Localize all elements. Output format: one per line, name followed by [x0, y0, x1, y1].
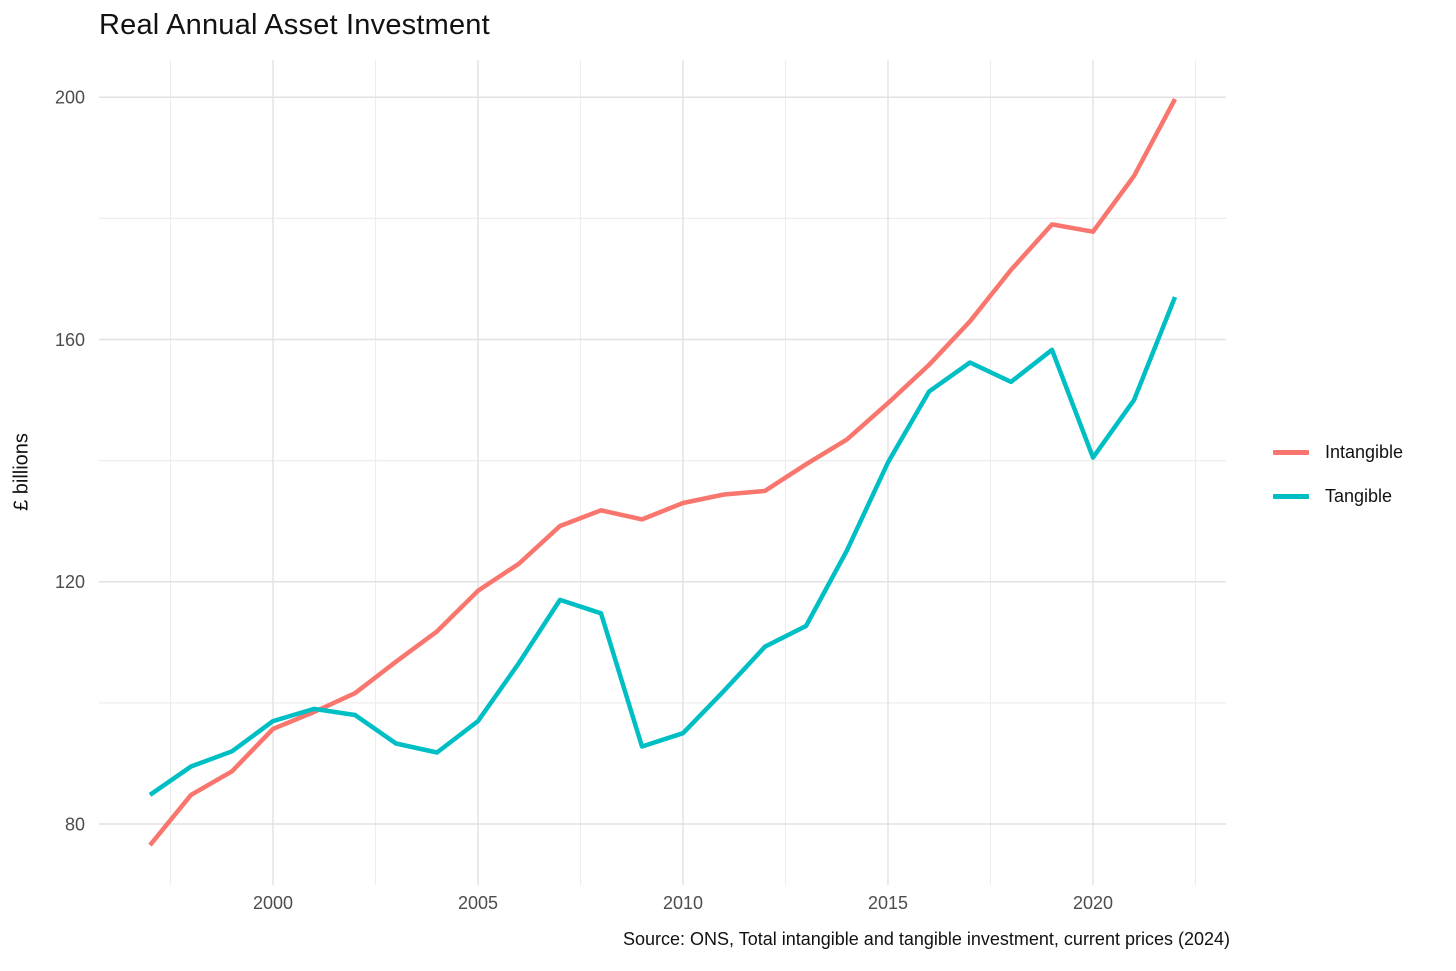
intangible-line-key-icon — [1273, 449, 1309, 455]
x-tick-label: 2015 — [868, 893, 908, 913]
tangible-line — [148, 296, 1178, 797]
y-tick-label: 80 — [65, 814, 85, 834]
legend-label-tangible: Tangible — [1325, 485, 1393, 506]
legend: Intangible Tangible — [1273, 430, 1403, 518]
x-tick-label: 2005 — [458, 893, 498, 913]
tangible-line-key-icon — [1273, 493, 1309, 499]
x-tick-label: 2010 — [663, 893, 703, 913]
y-tick-label: 160 — [55, 330, 85, 350]
y-axis-title: £ billions — [10, 433, 33, 511]
legend-label-intangible: Intangible — [1325, 441, 1404, 462]
source-caption: Source: ONS, Total intangible and tangib… — [623, 929, 1230, 949]
intangible-line — [148, 98, 1177, 847]
x-tick-label: 2020 — [1073, 893, 1113, 913]
chart-title: Real Annual Asset Investment — [99, 9, 490, 41]
y-tick-label: 120 — [55, 572, 85, 592]
y-tick-label: 200 — [55, 88, 85, 108]
x-tick-label: 2000 — [253, 893, 293, 913]
legend-item-tangible: Tangible — [1273, 474, 1403, 518]
legend-item-intangible: Intangible — [1273, 430, 1403, 474]
